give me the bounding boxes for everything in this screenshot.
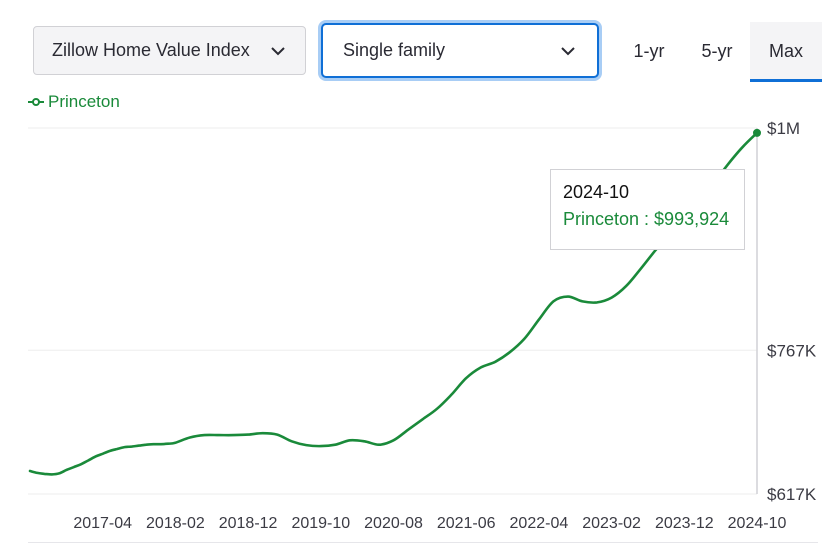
home-type-dropdown[interactable]: Single family: [321, 23, 599, 78]
tab-1-yr[interactable]: 1-yr: [633, 41, 665, 61]
x-tick-label: 2020-08: [364, 515, 423, 532]
series-line-princeton: [28, 131, 759, 476]
x-tick-label: 2019-10: [291, 515, 350, 532]
metric-dropdown[interactable]: Zillow Home Value Index: [33, 26, 306, 75]
hover-point[interactable]: [753, 128, 761, 137]
legend-label: Princeton: [48, 92, 120, 111]
gridlines: [28, 127, 757, 495]
x-tick-label: 2018-02: [146, 515, 205, 532]
x-tick-label: 2018-12: [219, 515, 278, 532]
x-axis-labels: 2017-04 2018-02 2018-12 2019-10 2020-08 2021-…: [73, 515, 786, 532]
tab-5-yr[interactable]: 5-yr: [701, 41, 733, 61]
x-tick-label: 2017-04: [73, 515, 132, 532]
metric-dropdown-value: Zillow Home Value Index: [52, 40, 250, 60]
chevron-down-icon: [561, 46, 575, 55]
chart-tooltip: 2024-10 Princeton : $993,924: [550, 169, 745, 250]
x-tick-label: 2024-10: [728, 515, 787, 532]
x-tick-label: 2022-04: [510, 515, 569, 532]
x-tick-label: 2021-06: [437, 515, 496, 532]
y-tick-label: $1M: [767, 119, 800, 138]
tooltip-value: Princeton : $993,924: [563, 209, 730, 229]
bottom-divider: [28, 542, 818, 543]
y-axis-labels: $1M $767K $617K: [767, 119, 817, 504]
home-type-dropdown-value: Single family: [343, 40, 446, 60]
tab-max[interactable]: Max: [750, 22, 822, 82]
x-tick-label: 2023-12: [655, 515, 714, 532]
y-tick-label: $767K: [767, 341, 817, 360]
time-range-tabs: 1-yr 5-yr Max: [614, 22, 822, 82]
y-tick-label: $617K: [767, 485, 817, 504]
legend-line-marker-icon: [28, 98, 44, 106]
x-tick-label: 2023-02: [582, 515, 641, 532]
chart-legend[interactable]: Princeton: [28, 92, 120, 112]
chevron-down-icon: [271, 46, 285, 55]
tooltip-date: 2024-10: [563, 182, 630, 202]
